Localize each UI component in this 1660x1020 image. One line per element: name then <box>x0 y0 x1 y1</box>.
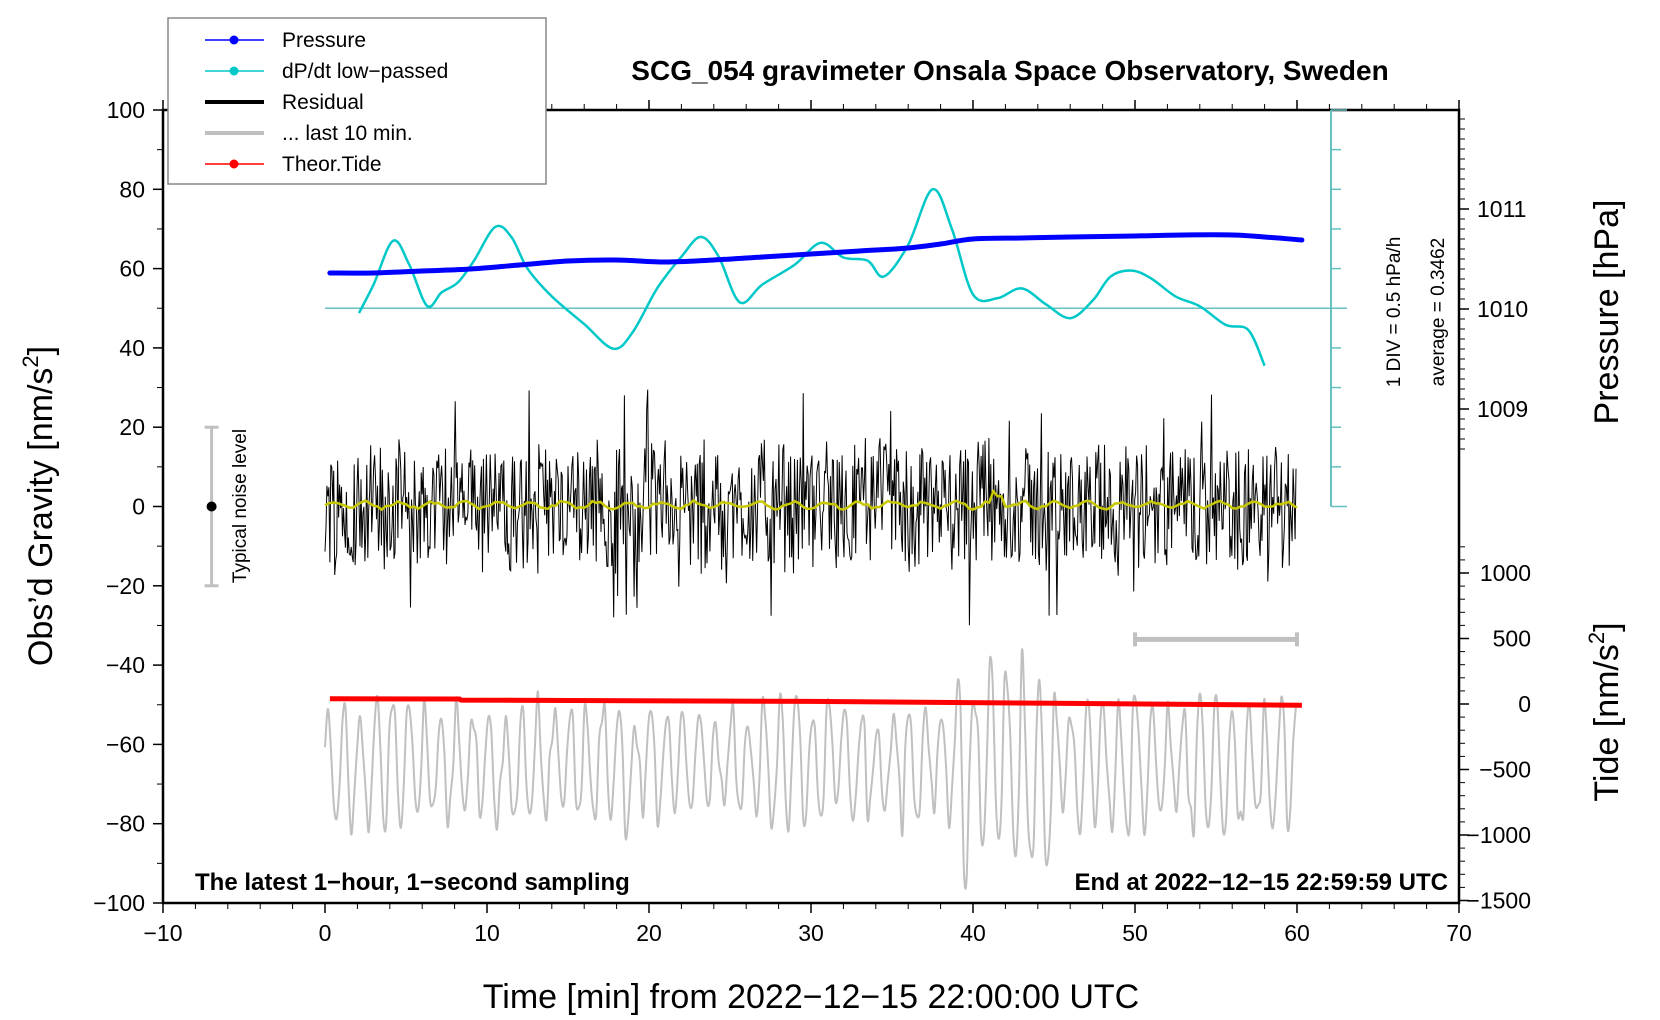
pressure-tick-label: 1011 <box>1477 196 1526 222</box>
dpdt-line <box>357 188 1266 367</box>
residual-smoothed-line <box>324 488 1298 512</box>
y-left-tick-label: 80 <box>119 176 145 202</box>
tide-tick-label: −1500 <box>1466 888 1531 914</box>
noise-level-indicator: Typical noise level <box>204 425 251 588</box>
y-axis-label-pressure: Pressure [hPa] <box>1588 200 1626 425</box>
div-label: 1 DIV = 0.5 hPa/h <box>1384 237 1405 388</box>
y-axis-label-left-close: ] <box>22 346 60 355</box>
legend-marker-4 <box>229 159 239 169</box>
legend-label: dP/dt low−passed <box>282 60 448 83</box>
x-tick-label: 0 <box>319 920 332 946</box>
tide-tick-label: 1000 <box>1480 560 1531 586</box>
x-tick-label: 70 <box>1446 920 1472 946</box>
axis-ticks: −10 0 10 20 30 40 50 60 70100806040200−20−40−60−… <box>93 97 1531 946</box>
average-label: average = 0.3462 <box>1428 238 1449 386</box>
x-tick-label: −10 <box>143 920 182 946</box>
tide-tick-label: −1000 <box>1466 822 1531 848</box>
noise-label: Typical noise level <box>230 429 251 583</box>
x-tick-label: 10 <box>474 920 500 946</box>
y-left-tick-label: −20 <box>106 573 145 599</box>
legend-marker-0 <box>229 35 239 45</box>
legend: Pressure dP/dt low−passed Residual ... last… <box>167 17 547 185</box>
pressure-tick-label: 1010 <box>1477 296 1528 322</box>
tide-tick-label: 0 <box>1518 691 1531 717</box>
y-left-tick-label: −100 <box>93 890 145 916</box>
legend-label: Pressure <box>282 29 366 52</box>
y-left-tick-label: 100 <box>107 97 145 123</box>
legend-marker-1 <box>229 66 239 76</box>
y-left-tick-label: −60 <box>106 731 145 757</box>
y-axis-label-tide: Tide [nm/s2] <box>1584 622 1626 801</box>
series-layer <box>324 109 1348 890</box>
sampling-note: The latest 1−hour, 1−second sampling <box>195 869 630 896</box>
y-left-tick-label: 20 <box>119 414 145 440</box>
x-axis-label: Time [min] from 2022−12−15 22:00:00 UTC <box>483 978 1139 1016</box>
theor-tide-line <box>329 696 1302 708</box>
x-tick-label: 60 <box>1284 920 1310 946</box>
end-time-note: End at 2022−12−15 22:59:59 UTC <box>1074 869 1448 896</box>
chart-title: SCG_054 gravimeter Onsala Space Observat… <box>631 55 1388 86</box>
last-10-min-bar <box>1133 632 1299 647</box>
last-10-min-line <box>324 648 1297 890</box>
legend-label: Theor.Tide <box>282 153 382 176</box>
x-tick-label: 50 <box>1122 920 1148 946</box>
legend-label: ... last 10 min. <box>282 122 413 145</box>
pressure-line <box>327 232 1305 276</box>
noise-dot <box>206 501 217 512</box>
y-axis-label-left-main: Obs’d Gravity [nm/s <box>22 368 60 667</box>
legend-label: Residual <box>282 91 364 114</box>
tide-tick-label: −500 <box>1479 757 1531 783</box>
y-left-tick-label: 40 <box>119 335 145 361</box>
y-left-tick-label: −40 <box>106 652 145 678</box>
y-left-tick-label: −80 <box>106 811 145 837</box>
y-axis-label-tide-close: ] <box>1588 622 1626 631</box>
y-left-tick-label: 60 <box>119 256 145 282</box>
y-axis-label-tide-main: Tide [nm/s <box>1588 644 1626 801</box>
y-axis-label-left-sup: 2 <box>18 355 43 367</box>
y-axis-label-left: Obs’d Gravity [nm/s2] <box>18 346 60 666</box>
x-tick-label: 40 <box>960 920 986 946</box>
residual-line <box>324 389 1297 626</box>
y-axis-label-tide-sup: 2 <box>1584 632 1609 644</box>
tide-tick-label: 500 <box>1493 626 1531 652</box>
x-tick-label: 30 <box>798 920 824 946</box>
x-tick-label: 20 <box>636 920 662 946</box>
y-left-tick-label: 0 <box>132 494 145 520</box>
pressure-tick-label: 1009 <box>1477 396 1528 422</box>
